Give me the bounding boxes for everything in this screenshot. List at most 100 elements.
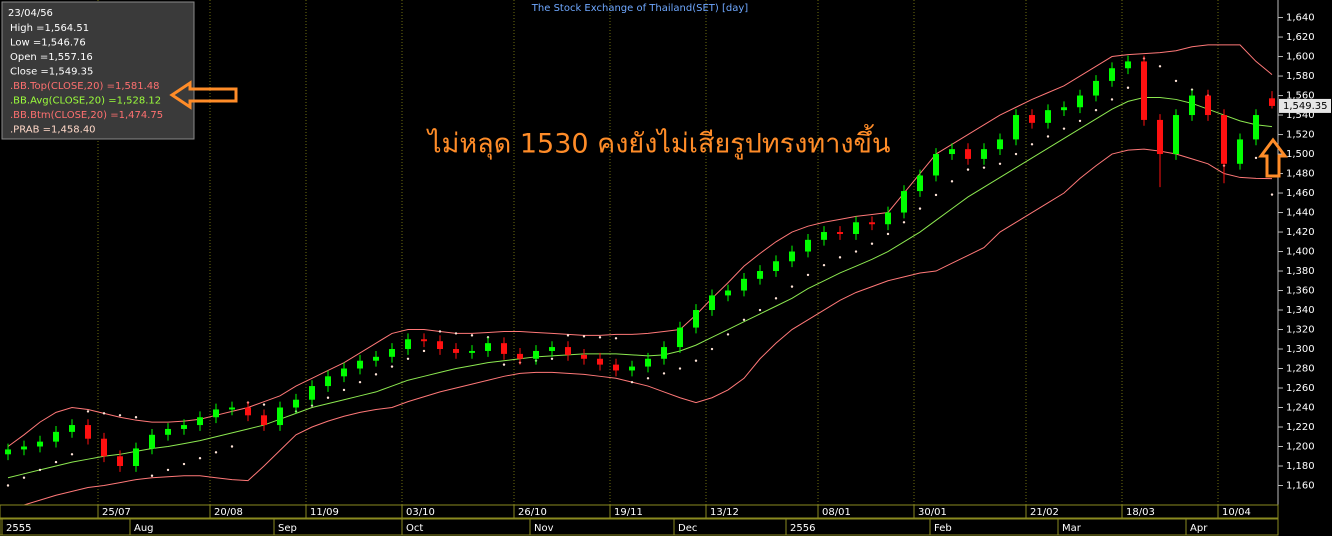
y-tick-label: 1,320 <box>1286 325 1315 336</box>
info-line: .BB.Top(CLOSE,20) =1,581.48 <box>10 81 159 92</box>
sar-dot <box>1110 98 1114 101</box>
candle-body <box>613 364 619 371</box>
candle-body <box>869 222 875 225</box>
y-tick-label: 1,280 <box>1286 364 1315 375</box>
sar-dot <box>230 445 234 448</box>
sar-dot <box>614 337 618 340</box>
candle-body <box>69 425 75 432</box>
sar-dot <box>742 318 746 321</box>
candle-body <box>629 366 635 371</box>
candle-body <box>1125 61 1131 69</box>
month-label: Dec <box>678 523 697 534</box>
sar-dot <box>70 453 74 456</box>
candle-body <box>149 434 155 449</box>
sar-dot <box>166 468 170 472</box>
last-price-label: 1,549.35 <box>1283 101 1328 112</box>
month-label: Sep <box>278 523 297 534</box>
candle-body <box>709 295 715 311</box>
sar-dot <box>1014 152 1018 156</box>
candle-body <box>37 441 43 447</box>
candle-body <box>53 431 59 442</box>
candle-body <box>421 339 427 342</box>
y-tick-label: 1,620 <box>1286 32 1315 43</box>
candle-body <box>805 239 811 252</box>
candle-body <box>405 339 411 350</box>
sar-dot <box>470 334 474 337</box>
candle-body <box>821 232 827 240</box>
info-line: .BB.Avg(CLOSE,20) =1,528.12 <box>10 96 161 107</box>
info-line: Open =1,557.16 <box>10 52 93 63</box>
candle-body <box>325 376 331 387</box>
candle-body <box>229 407 235 410</box>
sar-dot <box>390 365 394 368</box>
candle-body <box>373 356 379 361</box>
sar-dot <box>838 256 842 259</box>
sar-dot <box>1094 108 1098 112</box>
sar-dot <box>134 416 138 419</box>
sar-dot <box>550 357 554 360</box>
candle-body <box>933 154 939 176</box>
sar-dot <box>214 451 218 454</box>
candle-body <box>901 191 907 213</box>
candle-body <box>533 350 539 359</box>
y-tick-label: 1,200 <box>1286 442 1315 453</box>
x-tick-label: 26/10 <box>518 507 547 518</box>
sar-dot <box>662 372 666 375</box>
candle-body <box>453 349 459 353</box>
candle-body <box>549 347 555 351</box>
candle-body <box>1189 95 1195 116</box>
candle-body <box>997 139 1003 150</box>
sar-dot <box>710 347 714 351</box>
candle-body <box>661 347 667 359</box>
candle-body <box>5 449 11 455</box>
month-label: Mar <box>1062 523 1082 534</box>
y-tick-label: 1,400 <box>1286 247 1315 258</box>
candle-body <box>165 428 171 435</box>
sar-dot <box>358 380 362 384</box>
candle-body <box>837 232 843 234</box>
y-tick-label: 1,300 <box>1286 344 1315 355</box>
sar-dot <box>22 476 26 479</box>
sar-dot <box>726 333 730 336</box>
candle-body <box>853 222 859 234</box>
candle-body <box>885 212 891 225</box>
month-label: 2556 <box>790 523 815 534</box>
sar-dot <box>566 334 570 337</box>
axes: 1,160 1,180 1,200 1,220 1,240 1,260 1,280 1,300… <box>1 13 1331 535</box>
month-label: Feb <box>934 523 952 534</box>
candle-body <box>565 347 571 355</box>
sar-dot <box>1254 156 1258 160</box>
candle-body <box>949 149 955 155</box>
candle-body <box>133 448 139 467</box>
candle-body <box>1157 119 1163 155</box>
candle-body <box>293 399 299 408</box>
arrow-up <box>1258 137 1288 178</box>
date-row <box>0 504 1279 519</box>
sar-dot <box>198 457 202 460</box>
x-tick-label: 18/03 <box>1126 507 1155 518</box>
chart-title: The Stock Exchange of Thailand(SET) [day… <box>531 3 748 14</box>
x-tick-label: 30/01 <box>918 507 947 518</box>
plot-area <box>5 44 1275 505</box>
x-tick-label: 03/10 <box>406 507 435 518</box>
y-tick-label: 1,480 <box>1286 169 1315 180</box>
candle-body <box>1029 115 1035 123</box>
y-tick-label: 1,380 <box>1286 266 1315 277</box>
info-line: Low =1,546.76 <box>10 38 86 49</box>
candle-body <box>1173 115 1179 155</box>
sar-dot <box>774 297 778 300</box>
sar-dot <box>1030 143 1034 146</box>
month-label: Oct <box>406 523 423 534</box>
candle-body <box>357 360 363 369</box>
candle-body <box>501 343 507 354</box>
info-line: High =1,564.51 <box>10 23 89 34</box>
sar-dot <box>886 232 890 236</box>
month-label: Nov <box>534 523 554 534</box>
sar-dot <box>54 460 58 464</box>
sar-dot <box>422 349 426 353</box>
x-tick-label: 10/04 <box>1222 507 1251 518</box>
y-tick-label: 1,440 <box>1286 208 1315 219</box>
sar-dot <box>406 357 410 360</box>
